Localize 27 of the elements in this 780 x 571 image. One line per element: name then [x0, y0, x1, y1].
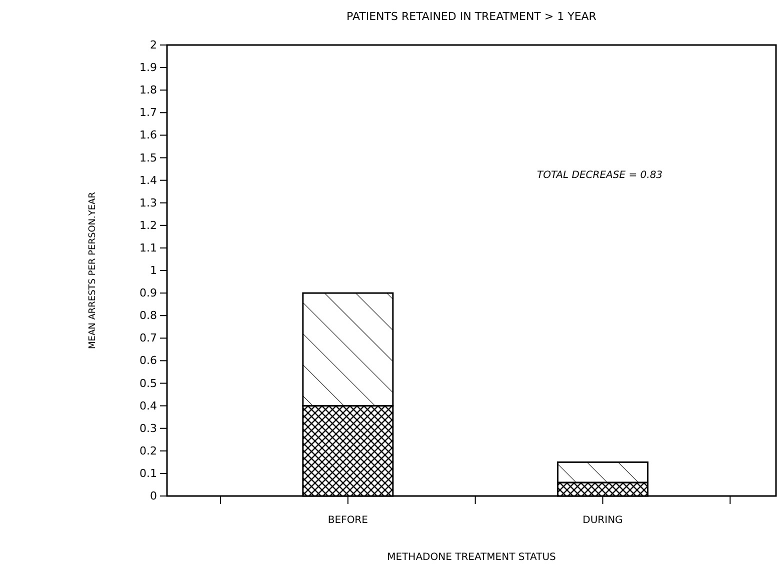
y-tick-label: 1.3: [140, 196, 157, 210]
y-tick-label: 0.9: [140, 286, 157, 300]
y-tick-label: 0.7: [140, 332, 157, 345]
y-tick-label: 1: [150, 264, 157, 278]
y-tick-label: 0: [150, 490, 157, 503]
y-tick-label: 1.5: [140, 151, 157, 164]
y-tick-label: 1.1: [140, 241, 157, 254]
y-tick-label: 1.2: [140, 218, 157, 232]
y-tick-label: 1.7: [140, 106, 157, 120]
y-tick-label: 1.8: [140, 84, 157, 97]
y-tick-label: 1.6: [140, 128, 157, 142]
y-tick-label: 0.2: [140, 444, 157, 458]
y-tick-label: 0.3: [140, 422, 157, 435]
y-tick-label: 0.5: [140, 376, 157, 390]
annotation: TOTAL DECREASE = 0.83: [537, 170, 663, 181]
y-tick-label: 1.4: [140, 174, 157, 187]
chart-title: PATIENTS RETAINED IN TREATMENT > 1 YEAR: [346, 10, 597, 23]
y-tick-label: 0.8: [140, 309, 157, 322]
y-tick-label: 0.6: [140, 354, 157, 368]
x-tick-label: DURING: [582, 515, 623, 526]
x-tick-label: BEFORE: [328, 515, 368, 526]
y-tick-label: 2: [150, 38, 157, 52]
y-tick-label: 0.4: [140, 399, 157, 412]
x-axis-title: METHADONE TREATMENT STATUS: [387, 552, 556, 563]
y-tick-label: 1.9: [140, 61, 157, 74]
y-tick-label: 0.1: [140, 466, 157, 480]
y-axis-title: MEAN ARRESTS PER PERSON.YEAR: [88, 192, 98, 349]
